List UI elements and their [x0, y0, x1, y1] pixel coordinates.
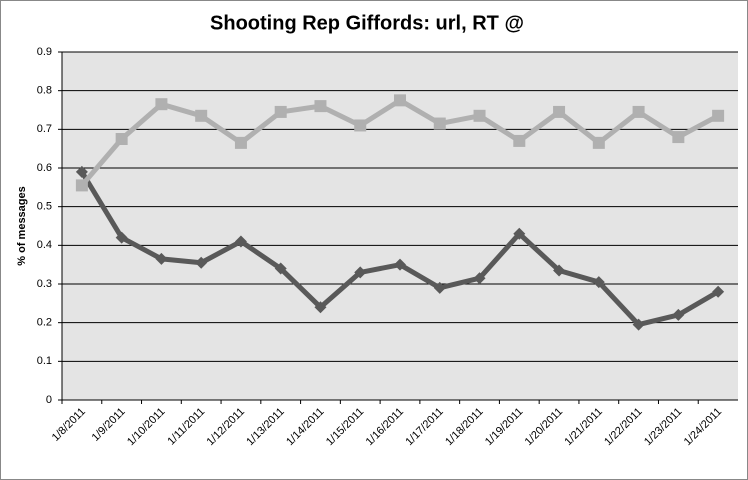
y-tick-label: 0.5: [37, 201, 52, 213]
chart-title: Shooting Rep Giffords: url, RT @: [210, 12, 524, 34]
y-axis-label: % of messages: [16, 186, 28, 265]
y-tick-label: 0.9: [37, 46, 52, 58]
marker: [115, 133, 128, 145]
marker: [513, 134, 526, 147]
marker: [314, 100, 327, 113]
marker: [234, 136, 247, 149]
marker: [274, 262, 287, 275]
marker: [75, 179, 88, 192]
y-tick-label: 0.1: [37, 355, 52, 367]
marker: [592, 276, 605, 289]
marker: [672, 131, 685, 144]
marker: [394, 94, 406, 107]
marker: [314, 301, 327, 314]
marker: [155, 98, 168, 111]
marker: [354, 119, 367, 132]
y-tick-label: 0.2: [37, 317, 52, 329]
marker: [234, 235, 247, 248]
marker: [354, 266, 367, 279]
y-tick-label: 0: [46, 394, 52, 406]
marker: [592, 136, 605, 149]
marker: [195, 109, 208, 122]
marker: [473, 272, 486, 285]
marker: [75, 165, 88, 178]
marker: [712, 109, 725, 122]
marker: [274, 105, 287, 118]
marker: [553, 264, 566, 277]
marker: [155, 252, 168, 265]
marker: [115, 231, 128, 244]
marker: [513, 227, 526, 240]
marker: [473, 109, 486, 122]
marker: [394, 258, 406, 271]
marker: [632, 105, 645, 118]
y-tick-label: 0.4: [37, 239, 52, 251]
marker: [433, 281, 446, 294]
marker: [195, 256, 208, 269]
marker: [712, 285, 725, 298]
marker: [553, 105, 566, 118]
marker: [672, 308, 685, 321]
y-tick-label: 0.7: [37, 123, 52, 135]
marker: [632, 318, 645, 331]
y-tick-label: 0.6: [37, 162, 52, 174]
y-tick-label: 0.8: [37, 85, 52, 97]
marker: [433, 117, 446, 130]
y-tick-label: 0.3: [37, 278, 52, 290]
